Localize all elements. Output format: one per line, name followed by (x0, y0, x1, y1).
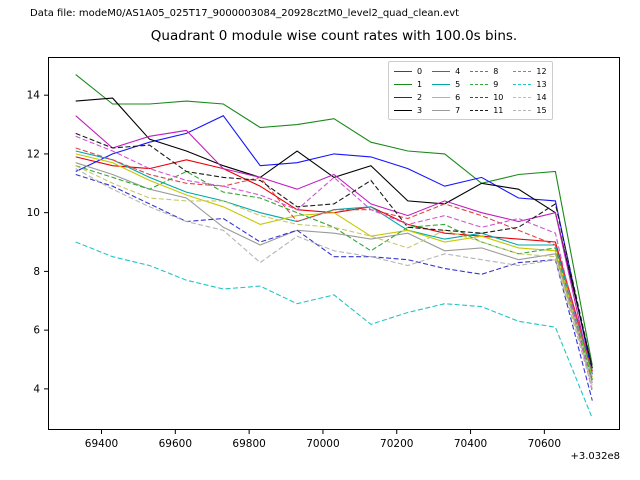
legend-column: 8 9 10 11 (470, 65, 503, 117)
legend-line-sample (432, 71, 451, 72)
legend-label: 3 (417, 105, 423, 115)
legend-entry-1: 1 (394, 78, 422, 91)
series-line-7 (75, 162, 593, 384)
legend-line-sample (432, 97, 451, 98)
legend-entry-0: 0 (394, 65, 422, 78)
x-tick-label: 70400 (454, 438, 487, 450)
legend-label: 8 (493, 66, 499, 76)
legend-line-sample (470, 97, 489, 98)
x-tick-label: 69600 (159, 438, 192, 450)
series-line-4 (75, 115, 593, 381)
legend-label: 2 (417, 92, 423, 102)
y-tick-label: 6 (33, 325, 40, 337)
y-tick-label: 10 (27, 207, 40, 219)
legend-line-sample (432, 110, 451, 111)
y-tick-label: 4 (33, 383, 40, 395)
series-line-3 (75, 97, 593, 369)
legend-line-sample (513, 84, 532, 85)
legend-entry-10: 10 (470, 91, 503, 104)
series-line-12 (75, 135, 593, 392)
legend-label: 15 (536, 105, 547, 115)
legend-line-sample (394, 97, 412, 98)
series-line-5 (75, 150, 593, 375)
legend-column: 12 13 14 15 (513, 65, 547, 117)
legend-entry-6: 6 (432, 91, 460, 104)
legend-column: 4 5 6 7 (432, 65, 460, 117)
legend-label: 7 (455, 105, 461, 115)
legend-line-sample (513, 97, 532, 98)
x-axis-offset-label: +3.032e8 (570, 451, 620, 462)
legend-entry-11: 11 (470, 104, 503, 117)
x-tick-label: 69800 (232, 438, 265, 450)
legend-label: 12 (536, 66, 547, 76)
legend-label: 10 (493, 92, 504, 102)
legend-label: 0 (417, 66, 423, 76)
x-tick-label: 70000 (306, 438, 339, 450)
y-tick-label: 14 (27, 90, 41, 102)
plot-frame (48, 57, 620, 430)
legend-label: 1 (417, 79, 423, 89)
legend-entry-7: 7 (432, 104, 460, 117)
legend-line-sample (394, 110, 412, 111)
legend-entry-3: 3 (394, 104, 422, 117)
legend-entry-12: 12 (513, 65, 547, 78)
series-line-2 (75, 115, 593, 375)
legend-line-sample (470, 71, 489, 72)
legend-line-sample (513, 71, 532, 72)
plot-area: 69400 69600 69800 70000 70200 70400 7060046810… (27, 57, 620, 450)
legend-label: 9 (493, 79, 499, 89)
legend-label: 13 (536, 79, 547, 89)
series-line-1 (75, 74, 593, 366)
datafile-label: Data file: modeM0/AS1A05_025T17_90000030… (30, 8, 460, 19)
legend-line-sample (432, 84, 451, 85)
series-line-14 (75, 165, 593, 387)
legend-label: 5 (455, 79, 461, 89)
legend-entry-4: 4 (432, 65, 460, 78)
legend-box: 0 1 2 3 4 5 6 7 8 9 10 11 12 13 14 15 (388, 61, 553, 120)
legend-line-sample (394, 84, 412, 85)
chart-title: Quadrant 0 module wise count rates with … (150, 28, 518, 44)
legend-entry-8: 8 (470, 65, 503, 78)
series-line-6 (75, 153, 593, 378)
series-line-11 (75, 132, 593, 369)
series-line-10 (75, 173, 593, 401)
legend-entry-2: 2 (394, 91, 422, 104)
y-tick-label: 8 (33, 266, 40, 278)
legend-entry-15: 15 (513, 104, 547, 117)
legend-line-sample (470, 84, 489, 85)
legend-entry-14: 14 (513, 91, 547, 104)
legend-line-sample (470, 110, 489, 111)
legend-label: 4 (455, 66, 461, 76)
series-line-15 (75, 168, 593, 390)
legend-entry-5: 5 (432, 78, 460, 91)
legend-line-sample (513, 110, 532, 111)
legend-column: 0 1 2 3 (394, 65, 422, 117)
x-tick-label: 70200 (380, 438, 413, 450)
series-line-8 (75, 147, 593, 372)
legend-label: 6 (455, 92, 461, 102)
y-tick-label: 12 (27, 148, 40, 160)
legend-entry-9: 9 (470, 78, 503, 91)
legend-entry-13: 13 (513, 78, 547, 91)
legend-line-sample (394, 71, 412, 72)
legend-label: 11 (493, 105, 504, 115)
series-line-13 (75, 241, 593, 419)
x-tick-label: 69400 (85, 438, 118, 450)
legend-label: 14 (536, 92, 547, 102)
x-tick-label: 70600 (528, 438, 561, 450)
